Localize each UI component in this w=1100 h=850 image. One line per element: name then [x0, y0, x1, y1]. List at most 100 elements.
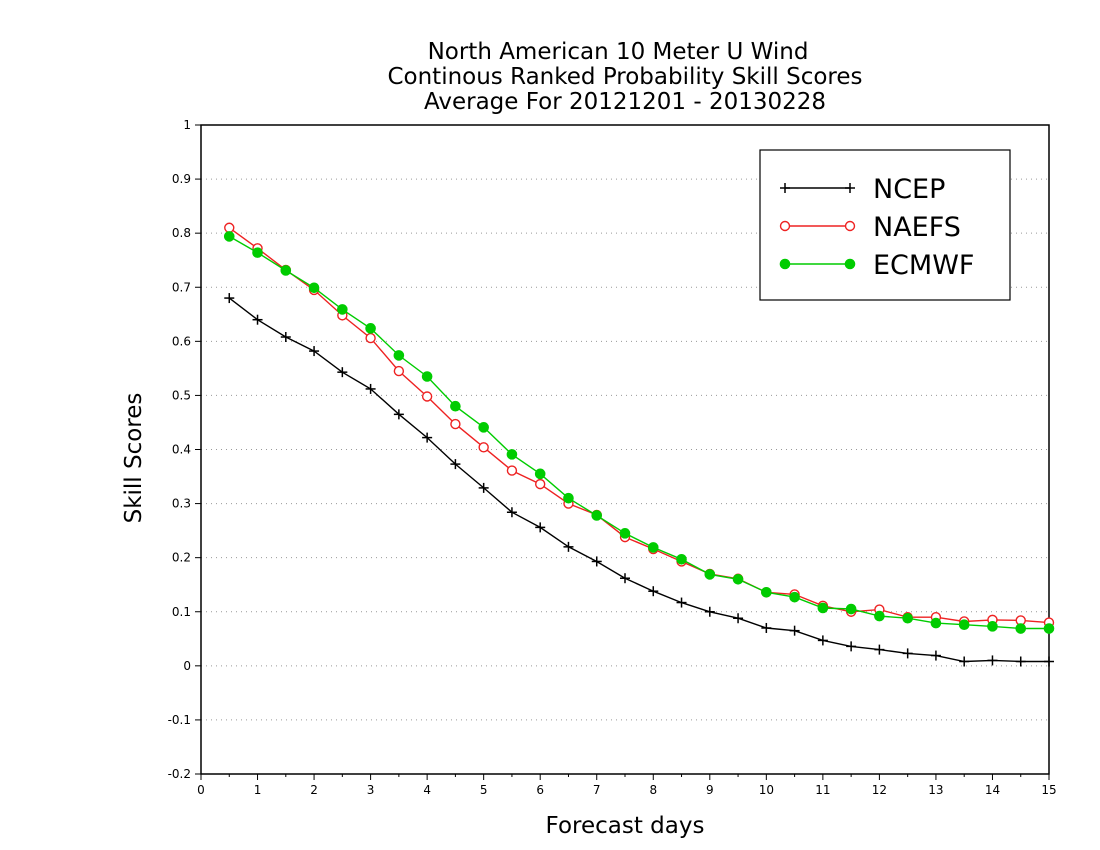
- data-point-ncep: [733, 613, 744, 624]
- data-point-ecmwf: [704, 569, 716, 580]
- data-point-ecmwf: [308, 282, 320, 294]
- y-tick-label: -0.1: [168, 713, 191, 727]
- legend-box: [759, 149, 1011, 301]
- data-point-ecmwf: [421, 371, 433, 382]
- y-tick-label: 1: [183, 118, 191, 132]
- data-point-ecmwf: [647, 542, 659, 553]
- x-tick-label: 13: [928, 783, 943, 797]
- data-point-ncep: [959, 656, 970, 667]
- data-point-naefs: [478, 442, 489, 453]
- x-tick-label: 7: [593, 783, 601, 797]
- data-point-ecmwf: [393, 350, 405, 361]
- x-axis: 0 1 2 3 4 5 6 7 8 9 10 11 12 13 14 15: [197, 774, 1057, 797]
- data-point-ecmwf: [365, 323, 376, 334]
- data-point-ncep: [224, 293, 235, 304]
- data-point-ecmwf: [591, 510, 603, 521]
- data-point-naefs: [535, 478, 546, 490]
- data-point-ecmwf: [1015, 623, 1027, 634]
- data-point-ncep: [987, 655, 998, 666]
- data-point-ncep: [930, 650, 941, 661]
- y-tick-label: 0.1: [172, 605, 191, 619]
- data-point-ecmwf: [958, 619, 970, 631]
- series-ncep: [224, 293, 1054, 667]
- data-point-naefs: [506, 465, 518, 476]
- legend-marker-ncep: [845, 183, 855, 193]
- data-point-ecmwf: [223, 231, 235, 242]
- legend-label-ecmwf: ECMWF: [873, 250, 974, 281]
- data-point-ncep: [704, 606, 715, 617]
- data-point-ncep: [620, 573, 630, 584]
- x-tick-label: 12: [872, 783, 887, 797]
- data-point-ncep: [902, 648, 913, 659]
- x-tick-label: 4: [423, 783, 431, 797]
- data-point-ncep: [761, 622, 772, 633]
- series-ecmwf: [223, 231, 1055, 634]
- x-tick-label: 9: [706, 783, 714, 797]
- data-point-ncep: [365, 383, 376, 394]
- y-tick-label: 0.5: [172, 388, 191, 402]
- legend-label-naefs: NAEFS: [873, 212, 961, 243]
- data-point-ncep: [1015, 656, 1026, 667]
- y-tick-label: 0.7: [172, 280, 191, 294]
- data-point-ncep: [478, 482, 489, 493]
- data-point-ncep: [846, 641, 857, 652]
- legend: NCEP NAEFS ECMWF: [759, 149, 1011, 301]
- data-point-ecmwf: [930, 617, 942, 629]
- data-point-ncep: [817, 635, 828, 646]
- data-point-naefs: [224, 222, 235, 233]
- x-tick-label: 1: [254, 783, 262, 797]
- y-tick-label: 0.8: [172, 226, 191, 240]
- x-tick-label: 8: [649, 783, 657, 797]
- x-tick-label: 0: [197, 783, 205, 797]
- x-tick-label: 2: [310, 783, 318, 797]
- data-point-ncep: [874, 644, 885, 655]
- series-line-ncep: [228, 297, 1049, 663]
- data-point-ecmwf: [845, 603, 857, 615]
- x-axis-label: Forecast days: [546, 813, 705, 839]
- y-tick-label: 0.9: [172, 172, 191, 186]
- data-point-ncep: [535, 522, 546, 533]
- x-tick-label: 11: [815, 783, 830, 797]
- data-point-naefs: [365, 332, 376, 344]
- chart-title: North American 10 Meter U Wind Continous…: [387, 39, 862, 115]
- y-axis-label: Skill Scores: [121, 393, 147, 524]
- data-point-ecmwf: [1043, 623, 1055, 634]
- data-point-ecmwf: [563, 492, 574, 504]
- data-point-ecmwf: [676, 553, 687, 565]
- y-tick-label: -0.2: [168, 767, 191, 781]
- data-point-ecmwf: [619, 528, 631, 539]
- data-point-ecmwf: [902, 612, 913, 624]
- title-line-1: North American 10 Meter U Wind: [428, 39, 809, 65]
- data-point-ncep: [309, 346, 320, 357]
- data-point-ncep: [252, 314, 263, 325]
- data-point-ecmwf: [506, 449, 518, 460]
- data-point-ncep: [648, 586, 659, 597]
- data-point-naefs: [421, 391, 433, 402]
- series-layer: [223, 222, 1055, 667]
- legend-label-ncep: NCEP: [873, 174, 945, 205]
- data-point-ncep: [450, 459, 461, 470]
- title-line-2: Continous Ranked Probability Skill Score…: [387, 64, 862, 90]
- data-point-ecmwf: [450, 400, 461, 412]
- legend-marker-naefs: [844, 220, 856, 232]
- data-point-ncep: [563, 541, 574, 552]
- data-point-ecmwf: [280, 265, 292, 276]
- data-point-ncep: [506, 507, 517, 518]
- data-point-ncep: [393, 409, 404, 420]
- data-point-ncep: [422, 432, 433, 443]
- legend-marker-ecmwf: [779, 258, 791, 270]
- data-point-ncep: [676, 597, 687, 608]
- x-tick-label: 14: [985, 783, 1000, 797]
- data-point-ncep: [1044, 656, 1054, 667]
- data-point-ecmwf: [337, 304, 348, 315]
- data-point-ecmwf: [534, 468, 546, 480]
- data-point-ncep: [337, 367, 348, 378]
- data-point-ecmwf: [732, 574, 744, 585]
- data-point-ncep: [789, 625, 800, 636]
- data-point-naefs: [393, 365, 405, 377]
- data-point-ecmwf: [987, 621, 998, 632]
- y-tick-label: 0.4: [172, 443, 191, 457]
- legend-marker-ncep: [780, 183, 790, 193]
- y-tick-label: 0: [183, 659, 191, 673]
